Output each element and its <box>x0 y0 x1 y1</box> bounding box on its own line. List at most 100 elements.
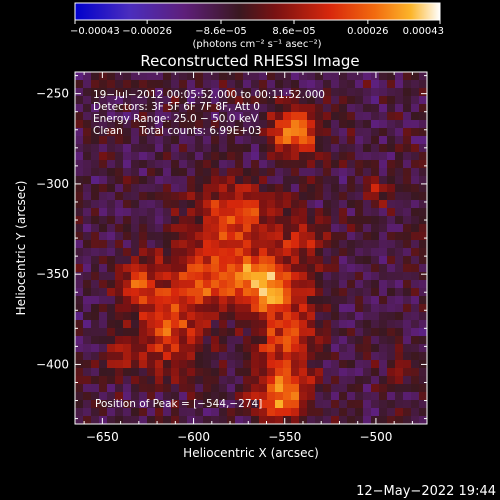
heatmap-cell <box>315 160 324 169</box>
heatmap-cell <box>131 120 140 129</box>
heatmap-cell <box>171 192 180 201</box>
heatmap-cell <box>235 168 244 177</box>
heatmap-cell <box>171 304 180 313</box>
heatmap-cell <box>251 72 260 81</box>
heatmap-cell <box>115 376 124 385</box>
heatmap-cell <box>283 72 292 81</box>
heatmap-cell <box>315 120 324 129</box>
heatmap-cell <box>299 200 308 209</box>
heatmap-cell <box>171 248 180 257</box>
colorbar-frame <box>74 2 441 21</box>
heatmap-cell <box>131 400 140 409</box>
heatmap-cell <box>147 376 156 385</box>
heatmap-cell <box>243 128 252 137</box>
heatmap-cell <box>315 224 324 233</box>
heatmap-cell <box>235 352 244 361</box>
heatmap-cell <box>163 296 172 305</box>
heatmap-cell <box>187 296 196 305</box>
heatmap-cell <box>195 184 204 193</box>
heatmap-cell <box>339 256 348 265</box>
heatmap-cell <box>267 136 276 145</box>
heatmap-cell <box>155 224 164 233</box>
heatmap-cell <box>163 224 172 233</box>
heatmap-cell <box>371 128 380 137</box>
heatmap-cell <box>171 296 180 305</box>
heatmap-cell <box>211 272 220 281</box>
heatmap-cell <box>227 296 236 305</box>
heatmap-cell <box>83 120 92 129</box>
heatmap-cell <box>227 384 236 393</box>
heatmap-cell <box>387 144 396 153</box>
heatmap-cell <box>339 144 348 153</box>
heatmap-cell <box>195 408 204 417</box>
heatmap-cell <box>387 280 396 289</box>
heatmap-cell <box>187 376 196 385</box>
heatmap-cell <box>83 184 92 193</box>
heatmap-cell <box>283 328 292 337</box>
heatmap-cell <box>275 272 284 281</box>
heatmap-cell <box>203 152 212 161</box>
colorbar-tick-label: −0.00043 <box>70 26 120 37</box>
heatmap-cell <box>147 256 156 265</box>
heatmap-cell <box>115 224 124 233</box>
heatmap-cell <box>139 224 148 233</box>
heatmap-cell <box>195 160 204 169</box>
heatmap-cell <box>211 416 220 424</box>
heatmap-cell <box>99 200 108 209</box>
heatmap-cell <box>91 248 100 257</box>
heatmap-cell <box>171 152 180 161</box>
heatmap-cell <box>155 72 164 81</box>
heatmap-cell <box>371 368 380 377</box>
heatmap-cell <box>339 216 348 225</box>
heatmap-cell <box>91 416 100 424</box>
heatmap-cell <box>315 384 324 393</box>
heatmap-cell <box>219 408 228 417</box>
heatmap-cell <box>259 280 268 289</box>
heatmap-cell <box>411 352 420 361</box>
heatmap-cell <box>235 160 244 169</box>
heatmap-cell <box>227 184 236 193</box>
heatmap-cell <box>227 248 236 257</box>
heatmap-cell <box>307 328 316 337</box>
heatmap-cell <box>115 256 124 265</box>
heatmap-cell <box>115 296 124 305</box>
heatmap-cell <box>235 232 244 241</box>
heatmap-cell <box>179 256 188 265</box>
heatmap-cell <box>299 248 308 257</box>
heatmap-cell <box>411 168 420 177</box>
heatmap-cell <box>123 336 132 345</box>
heatmap-cell <box>323 288 332 297</box>
heatmap-cell <box>75 232 84 241</box>
heatmap-cell <box>235 80 244 89</box>
heatmap-cell <box>267 80 276 89</box>
heatmap-cell <box>355 96 364 105</box>
heatmap-cell <box>339 192 348 201</box>
heatmap-cell <box>403 248 412 257</box>
heatmap-cell <box>147 304 156 313</box>
heatmap-cell <box>147 120 156 129</box>
heatmap-cell <box>275 128 284 137</box>
heatmap-cell <box>139 408 148 417</box>
heatmap-cell <box>259 168 268 177</box>
heatmap-cell <box>211 72 220 81</box>
heatmap-cell <box>155 104 164 113</box>
heatmap-cell <box>163 72 172 81</box>
heatmap-cell <box>203 264 212 273</box>
heatmap-cell <box>291 264 300 273</box>
heatmap-cell <box>259 392 268 401</box>
heatmap-cell <box>315 168 324 177</box>
heatmap-cell <box>115 336 124 345</box>
heatmap-cell <box>283 112 292 121</box>
heatmap-cell <box>219 144 228 153</box>
heatmap-cell <box>363 256 372 265</box>
heatmap-cell <box>83 160 92 169</box>
heatmap-cell <box>219 304 228 313</box>
heatmap-cell <box>379 328 388 337</box>
heatmap-cell <box>147 152 156 161</box>
heatmap-cell <box>259 264 268 273</box>
heatmap-cell <box>395 264 404 273</box>
heatmap-cell <box>331 152 340 161</box>
heatmap-cell <box>299 304 308 313</box>
heatmap-cell <box>187 200 196 209</box>
heatmap-cell <box>123 200 132 209</box>
